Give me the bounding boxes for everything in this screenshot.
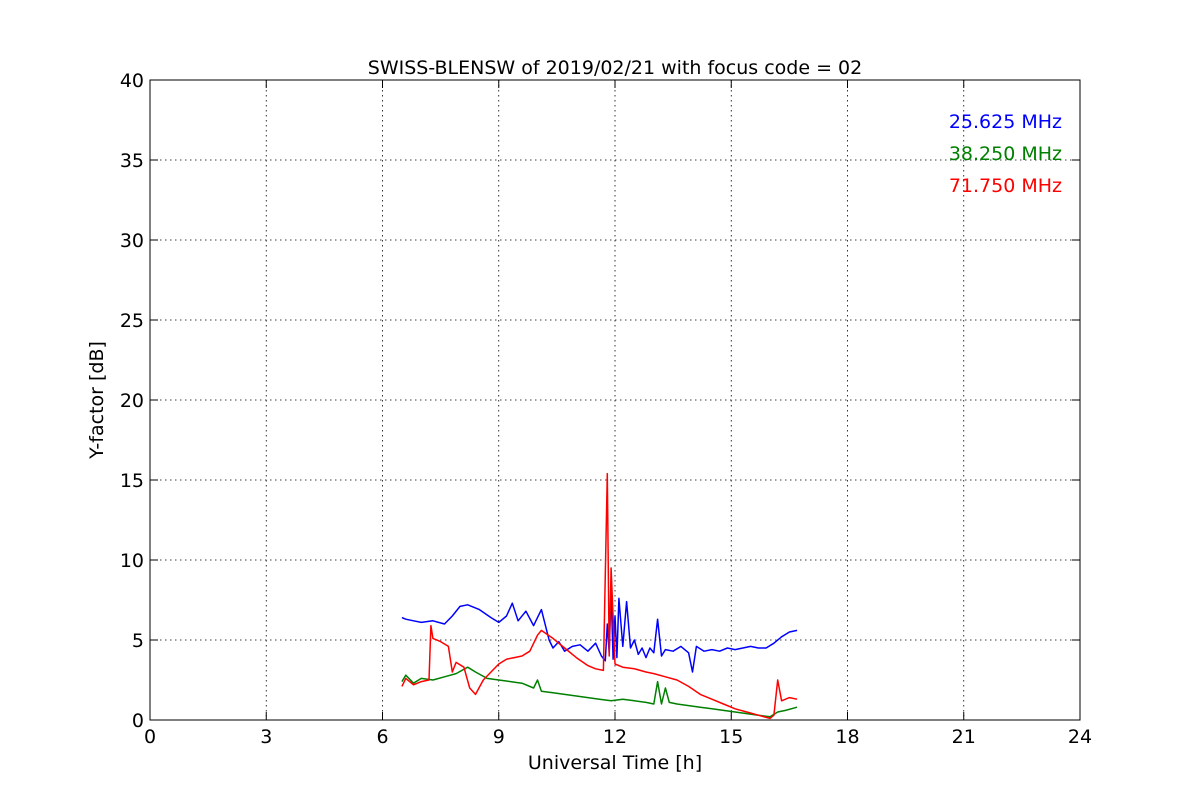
x-tick-label: 24 <box>1068 726 1092 748</box>
chart-title: SWISS-BLENSW of 2019/02/21 with focus co… <box>368 57 862 79</box>
x-tick-label: 15 <box>719 726 743 748</box>
y-tick-label: 35 <box>120 150 144 172</box>
y-tick-label: 25 <box>120 310 144 332</box>
legend-entry-2: 38.250 MHz <box>949 143 1062 165</box>
series-line-1 <box>401 589 798 673</box>
y-tick-label: 30 <box>120 230 144 252</box>
x-tick-label: 3 <box>260 726 272 748</box>
y-tick-label: 10 <box>120 550 144 572</box>
x-tick-label: 9 <box>493 726 505 748</box>
x-tick-label: 12 <box>603 726 627 748</box>
series-lines <box>401 472 798 720</box>
series-line-3 <box>401 472 798 720</box>
x-axis-label: Universal Time [h] <box>528 752 702 774</box>
y-tick-label: 15 <box>120 470 144 492</box>
y-tick-label: 5 <box>132 630 144 652</box>
y-axis-label: Y-factor [dB] <box>86 341 108 460</box>
legend: 25.625 MHz 38.250 MHz 71.750 MHz <box>949 111 1062 197</box>
x-tick-label: 21 <box>952 726 976 748</box>
x-tick-label: 0 <box>144 726 156 748</box>
grid-lines <box>150 80 1080 720</box>
y-tick-label: 40 <box>120 70 144 92</box>
legend-entry-3: 71.750 MHz <box>949 175 1062 197</box>
y-tick-label: 20 <box>120 390 144 412</box>
series-line-2 <box>401 666 798 718</box>
x-tick-label: 6 <box>376 726 388 748</box>
axis-ticks: 0 3 6 9 12 15 18 21 24 0 5 10 15 20 25 30 35 40 <box>120 70 1092 748</box>
legend-entry-1: 25.625 MHz <box>949 111 1062 133</box>
x-tick-label: 18 <box>835 726 859 748</box>
y-tick-label: 0 <box>132 710 144 732</box>
